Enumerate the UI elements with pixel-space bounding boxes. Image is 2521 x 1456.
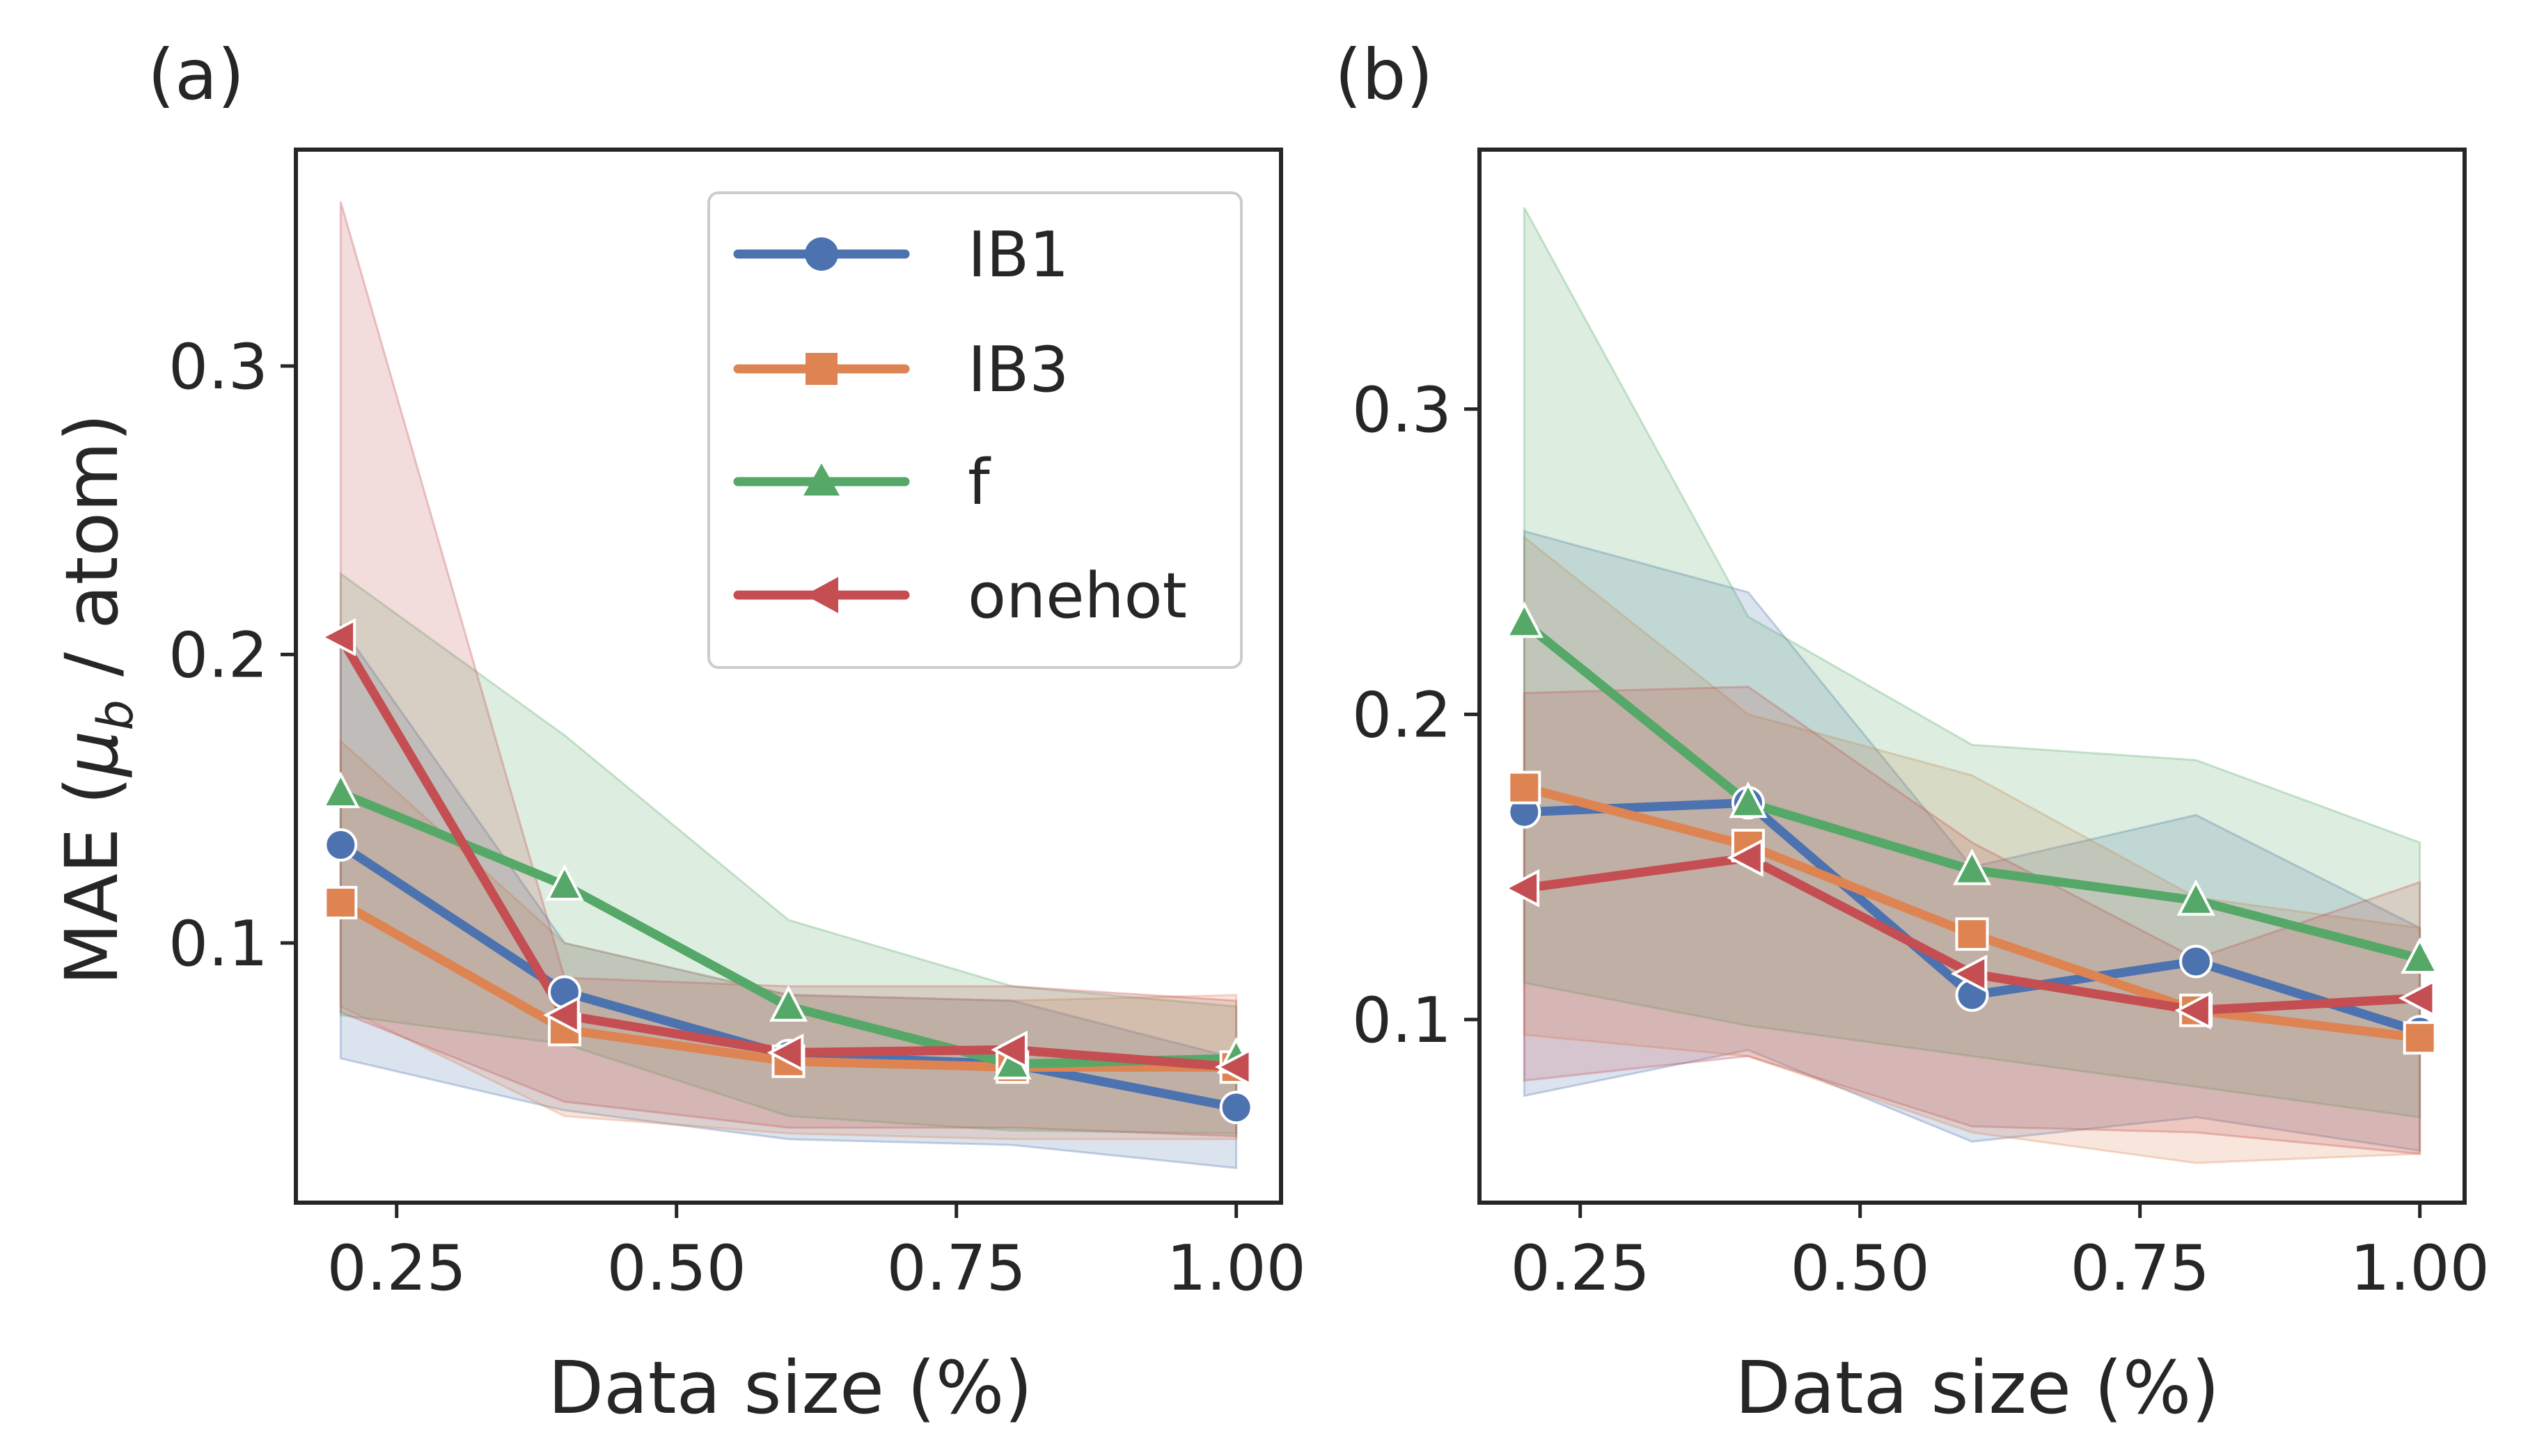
legend-marker-ib3	[806, 353, 838, 385]
data-point-f	[1505, 601, 1544, 638]
data-point-ib3	[1507, 770, 1541, 805]
legend-entry-ib1: IB1	[733, 219, 1069, 292]
panel-label-a: (a)	[148, 34, 244, 116]
y-tick-label: 0.2	[1352, 679, 1452, 752]
data-point-ib1	[2179, 944, 2213, 979]
plot-frame	[1477, 148, 2467, 1205]
data-point-onehot	[767, 1033, 804, 1072]
data-point-onehot	[1214, 1047, 1252, 1086]
chart-panel-a: 0.25 0.50 0.75 1.00 0.1 0.2 0.3	[168, 148, 1306, 1305]
data-point-f	[2176, 879, 2215, 916]
data-point-ib3	[1955, 917, 1989, 951]
panel-label-b: (b)	[1335, 34, 1434, 116]
x-tick-label: 0.75	[2070, 1232, 2209, 1305]
x-tick-label: 0.75	[886, 1232, 1026, 1305]
data-point-f	[545, 864, 584, 901]
data-point-onehot	[1950, 954, 1988, 993]
data-point-onehot	[991, 1030, 1028, 1069]
data-point-onehot	[1502, 869, 1540, 908]
legend-marker-f	[803, 464, 840, 496]
legend-label-onehot: onehot	[968, 560, 1187, 633]
x-tick-label: 0.50	[607, 1232, 746, 1305]
plot-frame	[294, 148, 1283, 1205]
data-point-onehot	[319, 618, 356, 657]
y-tick-label: 0.1	[168, 908, 268, 981]
x-axis-label-b: Data size (%)	[1735, 1345, 2220, 1430]
legend-frame	[707, 191, 1243, 669]
legend-marker-onehot	[805, 577, 838, 613]
data-point-f	[769, 985, 808, 1022]
legend-entry-onehot: onehot	[733, 560, 1187, 633]
legend-label-ib1: IB1	[968, 219, 1069, 292]
x-tick-label: 1.00	[1166, 1232, 1305, 1305]
y-tick-label: 0.2	[168, 619, 268, 692]
x-tick-label: 0.25	[327, 1232, 466, 1305]
data-point-ib3	[2403, 1021, 2437, 1055]
data-point-onehot	[543, 996, 580, 1035]
x-tick-label: 1.00	[2350, 1232, 2489, 1305]
x-axis-label-a: Data size (%)	[548, 1345, 1032, 1430]
y-tick-label: 0.3	[1352, 374, 1452, 447]
legend-marker-ib1	[805, 237, 838, 271]
chart-panel-b: 0.25 0.50 0.75 1.00 0.1 0.2 0.3	[1352, 148, 2490, 1305]
y-axis-label-a: MAE (μb / atom)	[49, 413, 144, 986]
legend-label-ib3: IB3	[968, 333, 1069, 406]
data-point-f	[1729, 781, 1768, 818]
x-tick-label: 0.50	[1791, 1232, 1930, 1305]
y-tick-label: 0.3	[168, 331, 268, 404]
data-point-f	[321, 771, 360, 809]
x-tick-label: 0.25	[1511, 1232, 1650, 1305]
data-point-ib1	[1219, 1091, 1253, 1125]
data-point-onehot	[1727, 838, 1764, 877]
legend: IB1 IB3 f onehot	[707, 191, 1243, 669]
data-point-ib3	[324, 885, 358, 919]
legend-label-f: f	[968, 446, 991, 519]
data-point-f	[1952, 848, 1992, 885]
y-tick-label: 0.1	[1352, 984, 1452, 1057]
data-point-ib1	[324, 828, 358, 862]
data-point-f	[2401, 937, 2440, 974]
data-point-onehot	[2174, 991, 2211, 1030]
legend-entry-ib3: IB3	[733, 333, 1069, 406]
legend-entry-f: f	[733, 446, 991, 519]
data-point-onehot	[2398, 979, 2435, 1018]
band-onehot	[339, 201, 1238, 1138]
